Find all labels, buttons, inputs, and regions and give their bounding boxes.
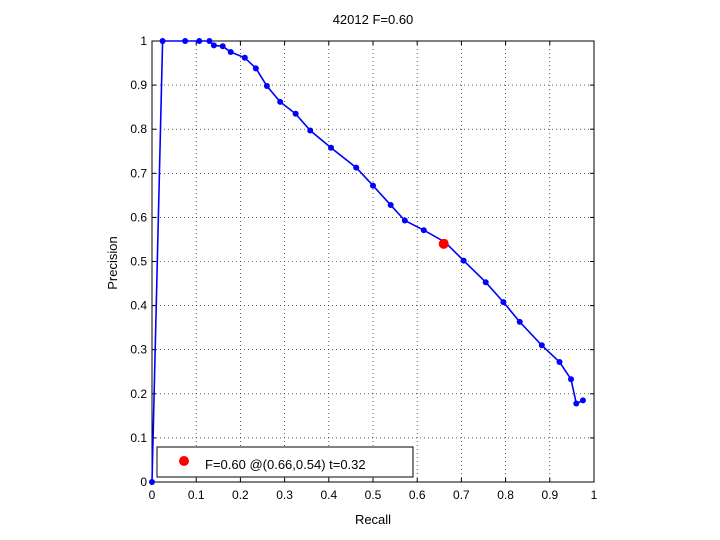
data-point [263,82,270,89]
chart-title: 42012 F=0.60 [333,12,414,27]
data-point [159,38,166,44]
data-point [579,397,586,404]
data-point [227,49,234,56]
data-point [196,38,203,44]
data-point [277,98,284,105]
data-point [307,127,314,134]
data-point [420,227,427,234]
data-point [353,164,360,171]
data-point [206,38,213,44]
legend-box [156,446,414,478]
data-point [482,279,489,286]
x-tick-label: 0.1 [188,488,205,502]
y-axis-label: Precision [105,236,120,289]
y-tick-label: 0.8 [130,122,147,136]
data-point [573,400,580,407]
x-tick-label: 0 [149,488,156,502]
x-tick-label: 0.2 [232,488,249,502]
y-tick-label: 0 [140,475,147,489]
data-point [292,110,299,117]
data-point [538,342,545,349]
y-tick-label: 0.3 [130,343,147,357]
data-point [328,144,335,151]
data-point [252,65,259,72]
y-tick-label: 0.9 [130,78,147,92]
y-tick-label: 0.2 [130,387,147,401]
x-tick-label: 0.3 [276,488,293,502]
data-point [241,54,248,61]
data-point [568,376,575,383]
x-tick-label: 0.5 [365,488,382,502]
x-tick-label: 1 [591,488,598,502]
data-point [516,318,523,325]
data-point [219,43,226,50]
plot-frame [151,40,595,483]
x-tick-label: 0.8 [497,488,514,502]
data-point [149,479,155,485]
data-point [401,217,408,224]
series-group [149,38,586,485]
x-axis-label: Recall [355,512,391,527]
y-tick-label: 0.7 [130,166,147,180]
data-point [556,359,563,366]
legend-label: F=0.60 @(0.66,0.54) t=0.32 [205,457,366,472]
x-tick-label: 0.9 [541,488,558,502]
data-point [460,257,467,264]
y-tick-label: 0.5 [130,255,147,269]
y-tick-label: 1 [140,34,147,48]
grid [152,41,594,482]
legend: F=0.60 @(0.66,0.54) t=0.32 [156,446,414,478]
data-point [370,182,376,189]
x-tick-label: 0.4 [320,488,337,502]
data-point [210,42,217,49]
data-point [500,299,507,306]
y-tick-label: 0.6 [130,210,147,224]
data-point [387,202,394,209]
best-f-point [438,238,449,249]
y-tick-label: 0.4 [130,299,147,313]
data-point [182,38,189,44]
axis-ticks: 0 0.1 0.2 0.3 0.4 0.5 0.6 0.7 0.8 0.9 1 0 0.1 0.2 0.3 0… [130,34,597,502]
x-tick-label: 0.7 [453,488,470,502]
y-tick-label: 0.1 [130,431,147,445]
x-tick-label: 0.6 [409,488,426,502]
legend-marker [179,456,189,466]
